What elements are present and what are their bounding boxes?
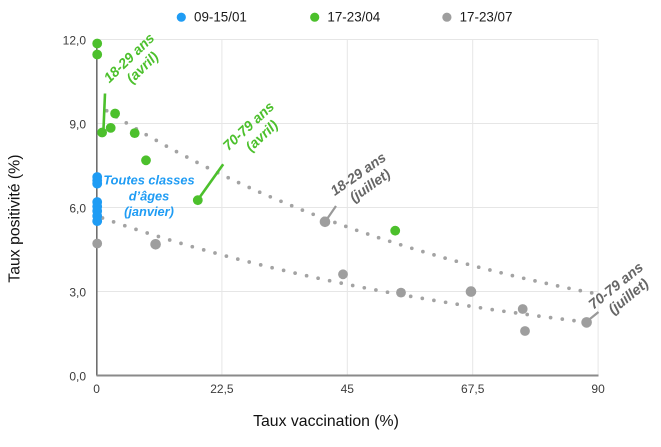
svg-text:3,0: 3,0 (69, 286, 86, 300)
svg-text:Taux positivité (%): Taux positivité (%) (6, 155, 23, 283)
svg-text:17-23/07: 17-23/07 (460, 10, 513, 25)
svg-text:0: 0 (93, 382, 100, 396)
svg-text:67,5: 67,5 (461, 382, 485, 396)
svg-text:(janvier): (janvier) (124, 204, 174, 219)
svg-text:Toutes classes: Toutes classes (103, 173, 194, 188)
svg-text:45: 45 (341, 382, 355, 396)
svg-text:22,5: 22,5 (210, 382, 234, 396)
svg-text:9,0: 9,0 (69, 118, 86, 132)
svg-text:d’âges: d’âges (129, 188, 170, 203)
svg-text:17-23/04: 17-23/04 (327, 10, 380, 25)
svg-text:90: 90 (591, 382, 605, 396)
svg-text:Taux vaccination (%): Taux vaccination (%) (253, 413, 399, 430)
svg-text:6,0: 6,0 (69, 202, 86, 216)
svg-text:09-15/01: 09-15/01 (194, 10, 247, 25)
svg-text:12,0: 12,0 (63, 34, 87, 48)
svg-text:0,0: 0,0 (69, 370, 86, 384)
